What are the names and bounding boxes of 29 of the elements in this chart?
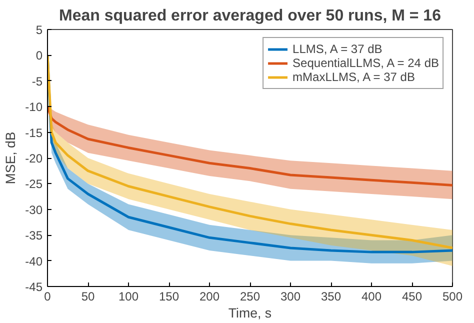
x-tick-label: 300 xyxy=(280,290,301,304)
y-tick-label: -15 xyxy=(25,126,43,140)
x-tick-label: 50 xyxy=(81,290,95,304)
chart-title: Mean squared error averaged over 50 runs, M = 16 xyxy=(59,8,442,24)
x-tick-label: 150 xyxy=(158,290,180,304)
y-tick-label: -45 xyxy=(25,280,43,294)
y-tick-label: -35 xyxy=(25,228,43,243)
x-tick-label: 200 xyxy=(199,290,220,304)
y-tick-label: -25 xyxy=(25,177,43,192)
y-tick-label: -20 xyxy=(25,152,43,166)
x-tick-label: 450 xyxy=(402,290,422,304)
x-tick-label: 400 xyxy=(361,290,382,304)
x-tick-label: 500 xyxy=(442,290,463,304)
y-axis-title: MSE, dB xyxy=(3,132,18,184)
y-tick-label: 0 xyxy=(36,48,43,63)
legend-label: SequentialLLMS, A = 24 dB xyxy=(292,56,439,70)
x-tick-label: 0 xyxy=(44,290,52,304)
x-axis-title: Time, s xyxy=(228,306,272,320)
y-tick-label: 5 xyxy=(36,23,43,37)
legend-label: LLMS, A = 37 dB xyxy=(292,42,382,56)
line-series xyxy=(48,105,452,186)
y-tick-label: -30 xyxy=(25,202,43,217)
x-tick-label: 100 xyxy=(118,290,139,304)
x-tick-label: 350 xyxy=(320,290,342,304)
x-tick-label: 250 xyxy=(240,290,260,304)
y-tick-label: -40 xyxy=(25,254,43,268)
legend-label: mMaxLLMS, A = 37 dB xyxy=(292,70,415,84)
y-tick-label: -5 xyxy=(32,74,43,88)
y-tick-label: -10 xyxy=(25,100,43,114)
